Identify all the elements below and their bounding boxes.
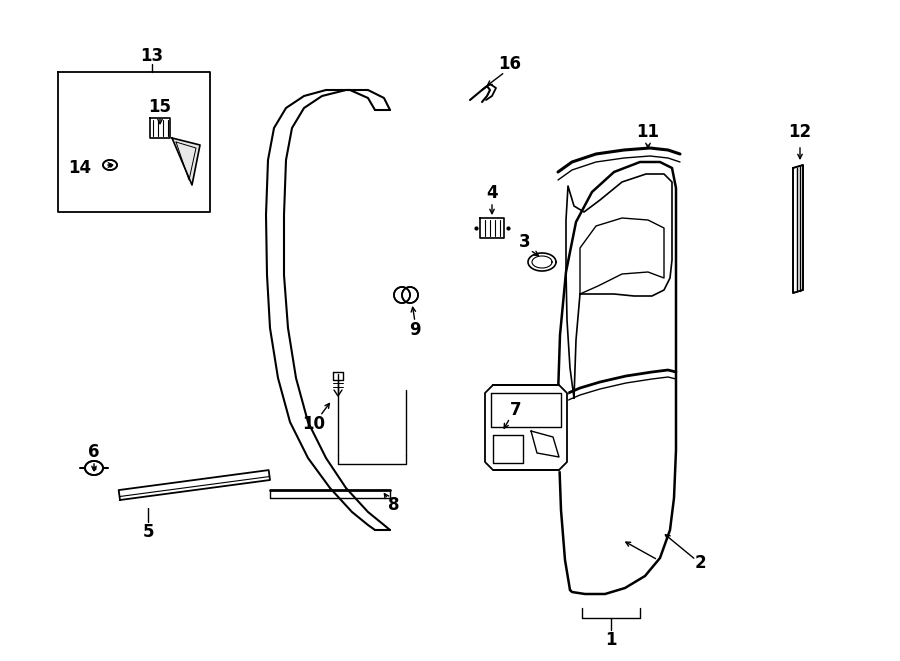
Polygon shape (793, 165, 803, 293)
Polygon shape (394, 287, 410, 303)
Polygon shape (528, 253, 556, 271)
Text: 1: 1 (605, 631, 617, 649)
Polygon shape (485, 385, 567, 470)
Polygon shape (85, 461, 103, 475)
Text: 2: 2 (694, 554, 706, 572)
Text: 15: 15 (148, 98, 172, 116)
Text: 3: 3 (519, 233, 531, 251)
Polygon shape (172, 138, 200, 185)
Text: 9: 9 (410, 321, 421, 339)
Polygon shape (402, 287, 418, 303)
Text: 16: 16 (499, 55, 521, 73)
Text: 13: 13 (140, 47, 164, 65)
Polygon shape (119, 470, 270, 500)
Text: 10: 10 (302, 415, 326, 433)
Text: 4: 4 (486, 184, 498, 202)
Text: 8: 8 (388, 496, 400, 514)
Text: 6: 6 (88, 443, 100, 461)
Text: 5: 5 (142, 523, 154, 541)
Text: 7: 7 (510, 401, 522, 419)
Polygon shape (103, 160, 117, 170)
Text: 11: 11 (636, 123, 660, 141)
Text: 14: 14 (68, 159, 92, 177)
Polygon shape (480, 218, 504, 238)
Text: 12: 12 (788, 123, 812, 141)
